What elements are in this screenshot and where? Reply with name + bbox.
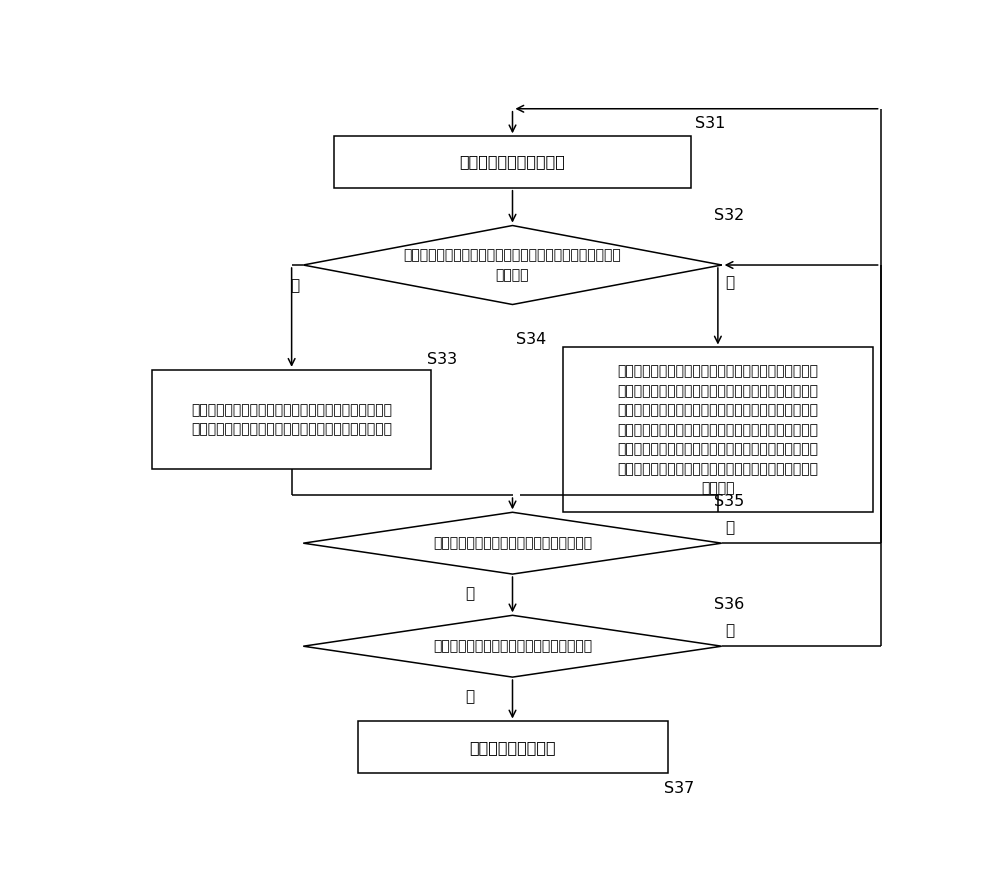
- Text: 否: 否: [726, 521, 735, 535]
- Text: 是: 是: [290, 278, 299, 293]
- Text: 在磁盘树对应的目标存储池中预先建立空的卷，将待迁
移的磁盘中的数据复制到目标存储池中预先建立空的卷: 在磁盘树对应的目标存储池中预先建立空的卷，将待迁 移的磁盘中的数据复制到目标存储…: [191, 403, 392, 436]
- Text: S37: S37: [664, 780, 694, 796]
- Text: S31: S31: [695, 116, 725, 131]
- Text: 判断所有待迁移的磁盘树是否全部迁移完毕: 判断所有待迁移的磁盘树是否全部迁移完毕: [433, 640, 592, 653]
- Text: 否: 否: [726, 624, 735, 639]
- FancyBboxPatch shape: [358, 722, 668, 773]
- Text: 否: 否: [726, 275, 735, 290]
- Text: 判断当前磁盘树中待迁移的磁盘是否是当前磁盘树中生成时
间最早的: 判断当前磁盘树中待迁移的磁盘是否是当前磁盘树中生成时 间最早的: [404, 248, 621, 282]
- Polygon shape: [303, 226, 722, 304]
- Polygon shape: [303, 512, 722, 574]
- Text: S33: S33: [427, 352, 457, 367]
- FancyBboxPatch shape: [152, 370, 431, 469]
- Text: 是: 是: [465, 690, 474, 705]
- Text: S36: S36: [714, 598, 744, 613]
- Text: S35: S35: [714, 494, 744, 509]
- Text: S34: S34: [516, 332, 547, 347]
- FancyBboxPatch shape: [334, 136, 691, 187]
- Text: 根据当前磁盘树中记录的磁盘之间的时间先后关系，确
定距离当前磁盘树中的生成时间最早磁盘的下一级待迁
移的磁盘，在目标存储池中通过引用链接方式新建一个
磁盘，新建: 根据当前磁盘树中记录的磁盘之间的时间先后关系，确 定距离当前磁盘树中的生成时间最…: [617, 364, 818, 495]
- Polygon shape: [303, 615, 722, 677]
- FancyBboxPatch shape: [563, 347, 873, 512]
- Text: S32: S32: [714, 208, 744, 223]
- Text: 判断当前磁盘树中的磁盘是否全部迁移完毕: 判断当前磁盘树中的磁盘是否全部迁移完毕: [433, 536, 592, 550]
- Text: 虚拟机磁盘迁移完成: 虚拟机磁盘迁移完成: [469, 739, 556, 755]
- Text: 确定当前待迁移的磁盘树: 确定当前待迁移的磁盘树: [460, 154, 565, 169]
- Text: 是: 是: [465, 586, 474, 601]
